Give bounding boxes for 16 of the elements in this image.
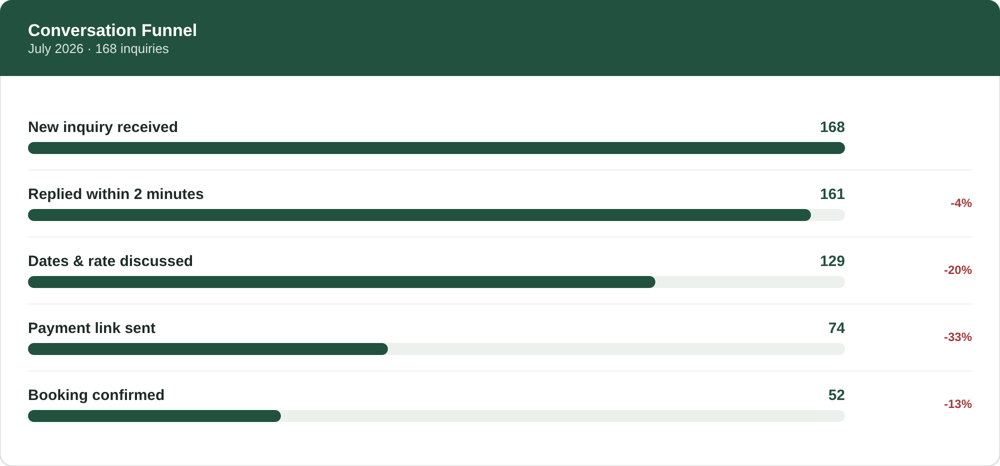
y-tick-label: Replied within 2 minutes (28, 186, 204, 203)
y-tick-label: New inquiry received (28, 119, 178, 136)
data-label: 129 (820, 253, 845, 270)
data-label: 52 (828, 387, 845, 404)
text: -13% (944, 397, 972, 411)
chart-title: Conversation Funnel (28, 21, 198, 40)
data-label: 161 (820, 186, 845, 203)
text: -20% (944, 263, 972, 277)
y-tick-label: Booking confirmed (28, 387, 165, 404)
text: -4% (950, 196, 972, 210)
text: -33% (944, 330, 972, 344)
data-label: 74 (828, 320, 846, 337)
chart-subtitle: July 2026 · 168 inquiries (28, 41, 170, 56)
y-tick-label: Payment link sent (28, 320, 156, 337)
data-label: 168 (820, 119, 845, 136)
y-tick-label: Dates & rate discussed (28, 253, 194, 270)
